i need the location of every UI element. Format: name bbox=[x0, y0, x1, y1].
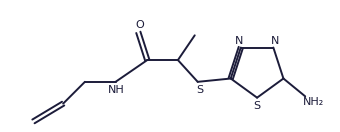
Text: S: S bbox=[254, 101, 261, 111]
Text: N: N bbox=[271, 36, 279, 46]
Text: NH: NH bbox=[108, 85, 125, 95]
Text: O: O bbox=[135, 20, 144, 30]
Text: N: N bbox=[235, 36, 243, 46]
Text: NH₂: NH₂ bbox=[303, 97, 324, 107]
Text: S: S bbox=[196, 85, 203, 95]
